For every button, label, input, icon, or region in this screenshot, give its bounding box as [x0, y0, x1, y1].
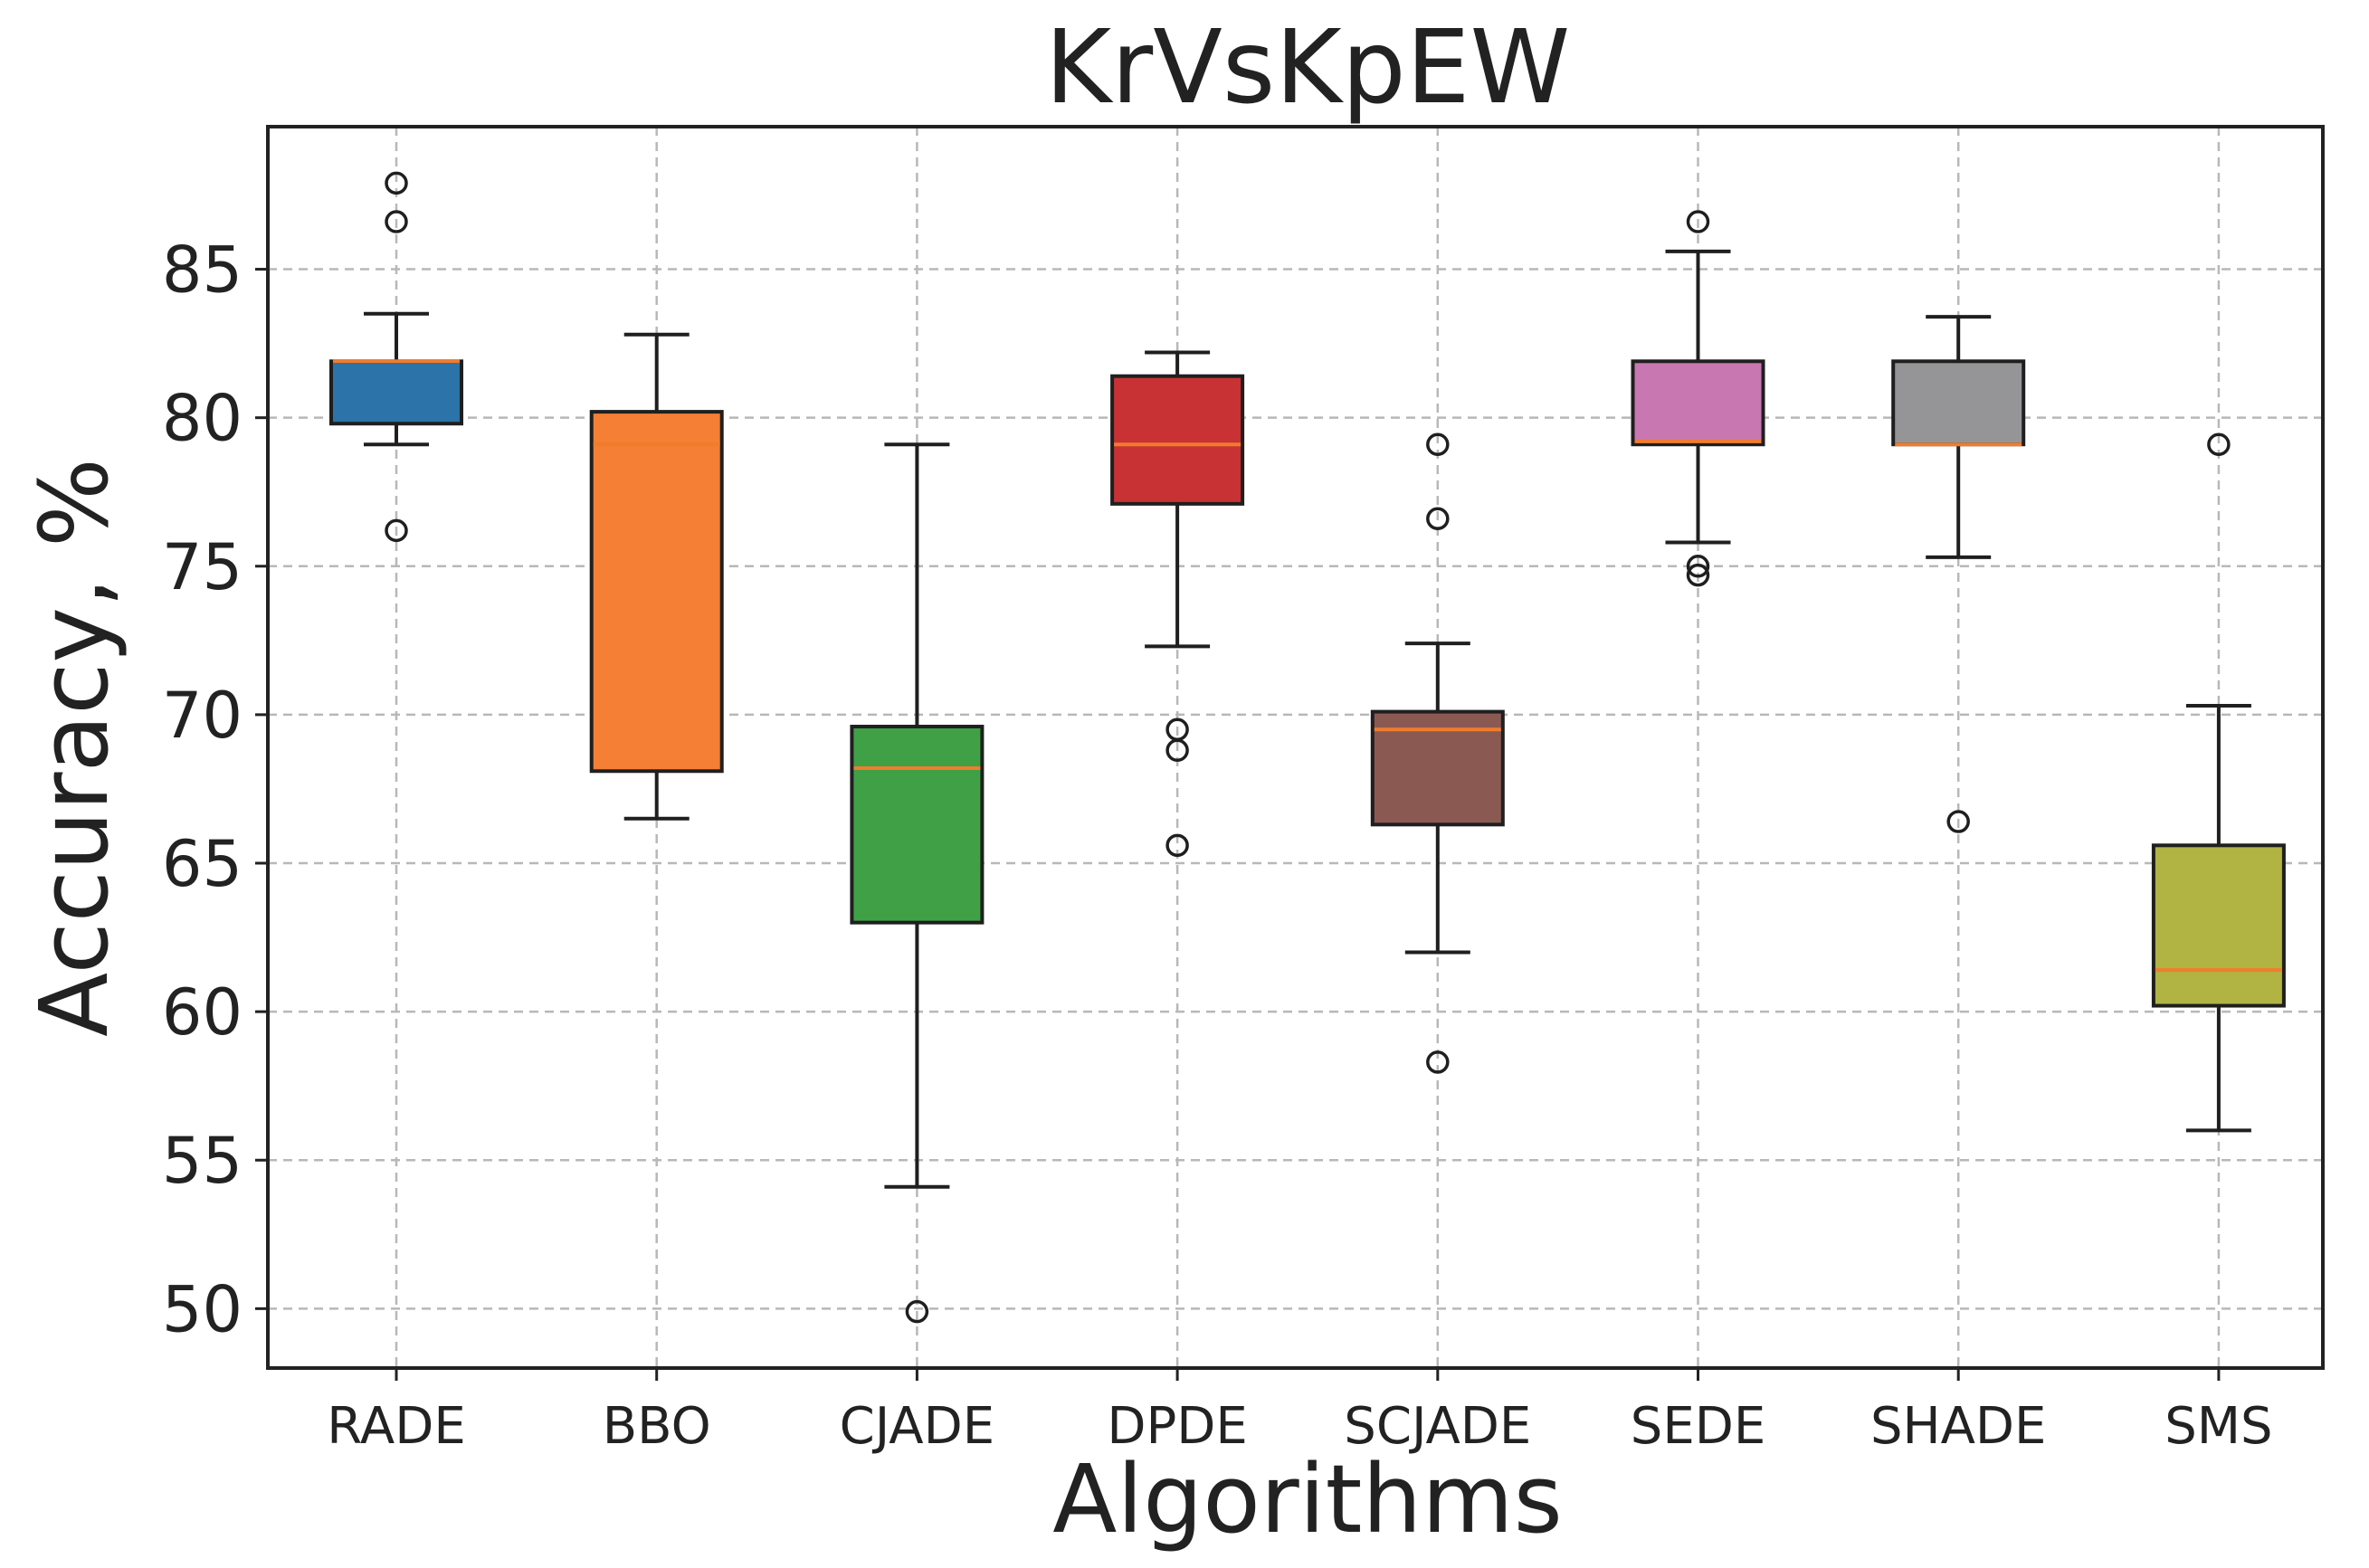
y-tick-label: 65: [162, 827, 243, 901]
y-tick-label: 75: [162, 530, 243, 604]
box-sms: [2151, 432, 2286, 1133]
box-bbo: [589, 332, 724, 821]
x-tick-label: CJADE: [840, 1397, 994, 1456]
outlier-point: [1686, 555, 1710, 578]
box-cjade: [850, 442, 985, 1324]
iqr-box: [2151, 843, 2286, 1008]
iqr-box: [1631, 359, 1765, 447]
iqr-box: [329, 359, 463, 426]
x-axis-label: Algorithms: [1052, 1444, 1563, 1554]
box-dpde: [1110, 350, 1245, 858]
box-scjade: [1370, 432, 1505, 1074]
y-tick-label: 55: [162, 1124, 243, 1198]
y-tick-label: 60: [162, 975, 243, 1050]
iqr-box: [589, 410, 724, 774]
outlier-point: [2207, 432, 2231, 456]
iqr-box: [1891, 359, 2026, 447]
box-rade: [329, 171, 463, 543]
x-tick-label: SCJADE: [1344, 1397, 1531, 1456]
outlier-point: [1426, 507, 1450, 531]
y-tick-label: 80: [162, 382, 243, 456]
outlier-point: [1686, 210, 1710, 233]
plot-frame: [266, 125, 2325, 1370]
outlier-point: [385, 518, 408, 543]
y-tick-label: 85: [162, 233, 243, 308]
box-shade: [1891, 315, 2026, 833]
iqr-box: [1110, 374, 1245, 506]
boxes: [329, 171, 2286, 1324]
grid: [268, 127, 2323, 1368]
outlier-point: [1686, 563, 1710, 587]
outlier-point: [1165, 717, 1189, 742]
outlier-point: [1426, 432, 1450, 456]
x-tick-label: SEDE: [1631, 1397, 1765, 1456]
x-tick-label: DPDE: [1107, 1397, 1247, 1456]
outlier-point: [1426, 1050, 1450, 1074]
outlier-point: [1165, 833, 1189, 858]
y-axis-label: Accuracy, %: [19, 458, 129, 1037]
chart-title: KrVsKpEW: [1045, 9, 1571, 127]
x-tick-label: BBO: [603, 1397, 711, 1456]
x-tick-label: SMS: [2164, 1397, 2272, 1456]
x-tick-label: RADE: [327, 1397, 465, 1456]
iqr-box: [850, 725, 985, 925]
axis-ticks: 50 55 60 65 70 75 80 85 RADE BBO CJADE DPDE SCJADE SE…: [162, 233, 2273, 1456]
outlier-point: [385, 171, 408, 195]
y-tick-label: 70: [162, 679, 243, 753]
outlier-point: [1946, 810, 1970, 833]
x-tick-label: SHADE: [1870, 1397, 2046, 1456]
outlier-point: [905, 1299, 929, 1324]
box-sede: [1631, 210, 1765, 587]
y-tick-label: 50: [162, 1272, 243, 1346]
outlier-point: [385, 210, 408, 233]
